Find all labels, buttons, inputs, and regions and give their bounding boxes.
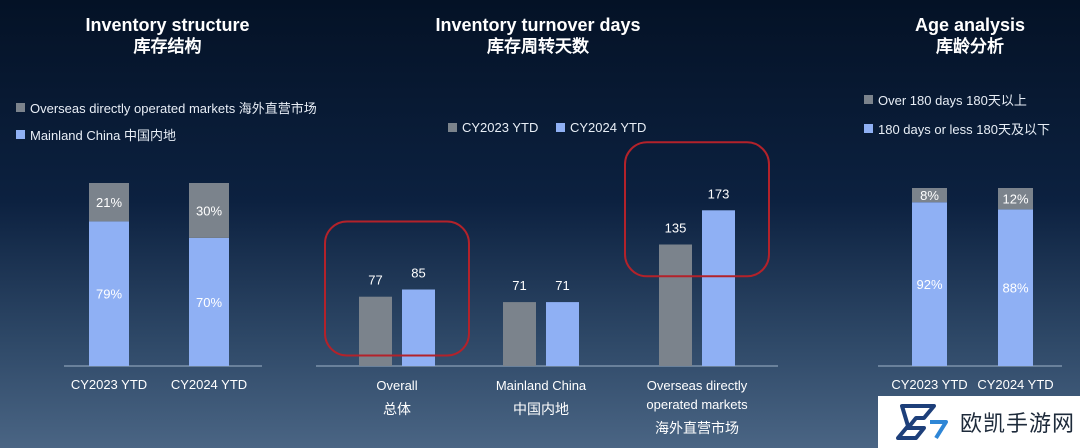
- bar-over-180: [998, 188, 1033, 210]
- title-age-analysis: Age analysis 库龄分析: [880, 14, 1060, 58]
- legend-label: CY2024 YTD: [570, 120, 647, 135]
- title-zh: 库存周转天数: [487, 37, 589, 56]
- legend-overseas: Overseas directly operated markets 海外直营市…: [16, 98, 317, 117]
- data-label: 8%: [920, 188, 939, 203]
- x-tick-label: CY2024 YTD: [171, 377, 247, 392]
- bar-cy2023: [659, 244, 692, 366]
- data-label: 77: [368, 273, 382, 288]
- legend-label: 180 days or less 180天及以下: [878, 122, 1050, 137]
- x-tick-label-zh: 海外直营市场: [655, 420, 739, 436]
- data-label: 30%: [196, 203, 222, 218]
- bar-cy2024: [402, 289, 435, 366]
- bar-mainland-china: [89, 221, 129, 366]
- legend-180-or-less: 180 days or less 180天及以下: [864, 119, 1050, 138]
- legend-cy2023: CY2023 YTD: [448, 120, 538, 135]
- x-tick-label-zh: 总体: [383, 401, 411, 417]
- data-label: 71: [555, 278, 569, 293]
- title-en: Inventory structure: [85, 15, 250, 35]
- legend-mainland: Mainland China 中国内地: [16, 125, 176, 144]
- data-label: 79%: [96, 287, 122, 302]
- legend-label: Mainland China 中国内地: [30, 128, 176, 143]
- x-tick-label: Overseas directly: [647, 378, 748, 393]
- title-zh: 库存结构: [133, 37, 202, 56]
- legend-label: Over 180 days 180天以上: [878, 93, 1027, 108]
- bar-180-or-less: [912, 202, 947, 366]
- title-en: Inventory turnover days: [435, 15, 641, 35]
- title-zh: 库龄分析: [936, 37, 1004, 56]
- title-turnover-days: Inventory turnover days 库存周转天数: [388, 14, 688, 58]
- data-label: 71: [512, 278, 526, 293]
- data-label: 92%: [916, 277, 942, 292]
- legend-swatch-gray: [16, 103, 25, 112]
- legend-swatch-gray: [448, 123, 457, 132]
- bar-cy2024: [702, 210, 735, 366]
- data-label: 88%: [1002, 281, 1028, 296]
- data-label: 70%: [196, 295, 222, 310]
- x-tick-label: CY2023 YTD: [71, 377, 147, 392]
- title-inventory-structure: Inventory structure 库存结构: [40, 14, 295, 58]
- x-tick-label: operated markets: [646, 397, 748, 412]
- bar-overseas: [89, 183, 129, 222]
- legend-cy2024: CY2024 YTD: [556, 120, 646, 135]
- bar-cy2023: [359, 296, 392, 366]
- legend-swatch-blue: [16, 130, 25, 139]
- bar-over-180: [912, 188, 947, 203]
- highlight-circle: [624, 141, 770, 278]
- bar-overseas: [189, 183, 229, 238]
- data-label: 135: [665, 221, 687, 236]
- x-tick-label: CY2024 YTD: [977, 377, 1053, 392]
- watermark: 欧凯手游网: [878, 396, 1080, 448]
- x-tick-label-zh: 中国内地: [513, 401, 569, 417]
- legend-label: CY2023 YTD: [462, 120, 539, 135]
- data-label: 21%: [96, 195, 122, 210]
- bar-cy2023: [503, 302, 536, 366]
- data-label: 12%: [1002, 192, 1028, 207]
- bar-cy2024: [546, 302, 579, 366]
- highlight-circle: [324, 220, 470, 357]
- brand-logo-icon: [896, 404, 948, 440]
- legend-label: Overseas directly operated markets 海外直营市…: [30, 101, 317, 116]
- legend-over-180: Over 180 days 180天以上: [864, 90, 1027, 109]
- data-label: 173: [708, 186, 730, 201]
- legend-swatch-blue: [864, 124, 873, 133]
- x-tick-label: CY2023 YTD: [891, 377, 967, 392]
- bar-mainland-china: [189, 237, 229, 366]
- data-label: 85: [411, 266, 425, 281]
- legend-swatch-gray: [864, 95, 873, 104]
- watermark-text: 欧凯手游网: [960, 412, 1076, 437]
- x-tick-label: Overall: [376, 378, 417, 393]
- bar-180-or-less: [998, 209, 1033, 366]
- x-tick-label: Mainland China: [496, 378, 587, 393]
- legend-swatch-blue: [556, 123, 565, 132]
- title-en: Age analysis: [914, 15, 1026, 35]
